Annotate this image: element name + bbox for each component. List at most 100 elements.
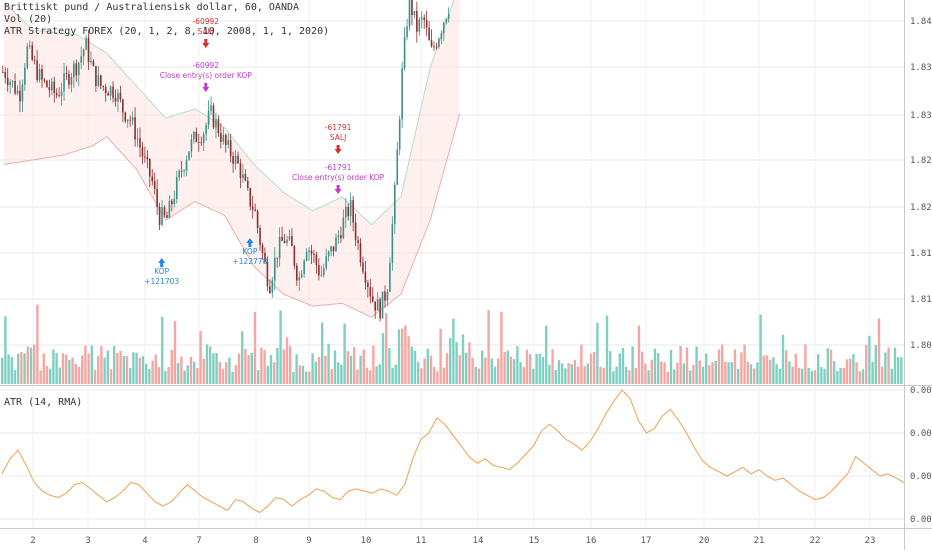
volume-bar [74, 363, 77, 384]
volume-bar [772, 357, 775, 384]
candle-body [239, 163, 242, 179]
volume-bar [378, 364, 381, 384]
legend-volume[interactable]: Vol (20) [4, 14, 53, 25]
signal-label: Close entry(s) order KOP [292, 173, 385, 182]
signal-buy[interactable]: KOP+121703 [144, 258, 179, 286]
time-tick-label: 23 [865, 536, 876, 546]
time-tick-label: 7 [196, 536, 201, 546]
volume-bar [397, 329, 401, 384]
sell-arrow-icon [202, 39, 210, 48]
volume-bar [759, 314, 762, 384]
candle-body [433, 46, 435, 48]
volume-bar [314, 361, 317, 384]
volume-bar [593, 351, 596, 384]
candle-body [447, 13, 450, 19]
candle-body [6, 77, 9, 86]
signal-label: -60992 [193, 17, 220, 26]
candle-body [153, 181, 156, 189]
candle-body [266, 261, 269, 287]
volume-bar [653, 348, 657, 384]
candle-body [43, 79, 46, 81]
close-arrow-icon [202, 83, 210, 92]
candle-body [374, 301, 376, 311]
sell-arrow-icon [334, 145, 342, 154]
candle-body [408, 0, 411, 27]
volume-bar [87, 353, 90, 384]
volume-bar [161, 316, 164, 384]
volume-bar [650, 359, 653, 384]
legend-strategy[interactable]: ATR Strategy FOREX (20, 1, 2, 8, 10, 200… [4, 26, 330, 37]
candle-body [151, 176, 154, 182]
volume-bar [241, 331, 244, 384]
signal-label: +122778 [232, 257, 267, 266]
volume-bar [90, 345, 93, 384]
volume-bar [618, 353, 621, 384]
volume-bar [273, 362, 276, 384]
candle-body [60, 91, 63, 96]
volume-bar [493, 366, 497, 384]
volume-bar [596, 322, 599, 384]
volume-bar [628, 370, 631, 384]
candle-body [315, 254, 318, 266]
volume-bar [785, 350, 788, 384]
legend-symbol[interactable]: Brittiskt pund / Australiensisk dollar, … [4, 2, 300, 13]
candle-body [92, 61, 95, 67]
volume-bar [660, 361, 663, 384]
volume-bar [410, 346, 413, 384]
volume-bar [823, 368, 826, 384]
candle-body [16, 90, 19, 94]
volume-bar [829, 349, 833, 384]
volume-bar [813, 370, 817, 384]
volume-bar [497, 358, 500, 384]
volume-bar [490, 358, 493, 384]
candle-body [19, 90, 21, 102]
volume-bar [71, 357, 74, 384]
legend-atr[interactable]: ATR (14, RMA) [4, 397, 83, 408]
candle-body [357, 239, 359, 244]
candle-body [166, 215, 168, 218]
volume-bar [564, 368, 567, 384]
volume-bar [58, 367, 61, 384]
atr-line[interactable] [1, 389, 905, 514]
volume-bar [445, 353, 449, 384]
volume-bar [474, 366, 477, 384]
price-tick-label: 1.81500 [910, 249, 932, 259]
candle-body [283, 240, 286, 243]
candle-body [349, 200, 352, 217]
time-tick-label: 10 [361, 536, 372, 546]
candle-body [146, 156, 149, 160]
candle-body [46, 80, 48, 88]
candle-body [100, 75, 102, 87]
atr-tick-label: 0.00400 [910, 472, 932, 482]
volume-bar [151, 360, 154, 384]
band-fill [4, 0, 460, 318]
candle-body [384, 291, 386, 301]
candle-body [2, 71, 4, 73]
candle-body [440, 33, 443, 39]
volume-bar [756, 362, 759, 384]
signal-buy[interactable]: KOP+122778 [232, 238, 268, 266]
candle-body [198, 142, 200, 143]
candle-body [229, 140, 232, 157]
candle-body [53, 81, 56, 94]
candle-body [394, 184, 396, 225]
volume-bar [897, 357, 900, 384]
buy-arrow-icon [246, 238, 254, 247]
volume-bar [375, 366, 378, 384]
volume-bar [42, 353, 45, 384]
volume-bar [858, 371, 861, 384]
candle-body [291, 236, 293, 247]
candle-body [308, 250, 310, 252]
volume-bar [500, 311, 503, 384]
volume-bar [641, 351, 644, 384]
volume-bar [548, 364, 551, 384]
candle-body [119, 92, 122, 100]
candle-body [141, 147, 144, 157]
volume-bar [81, 355, 84, 384]
